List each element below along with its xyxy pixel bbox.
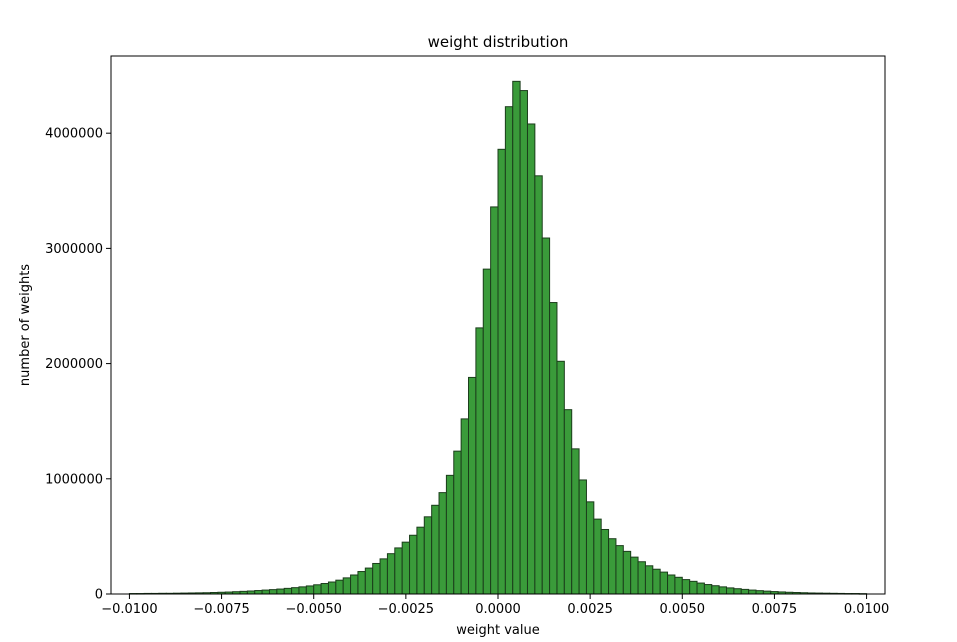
histogram-bar — [423, 516, 433, 595]
x-tick-label: −0.0100 — [101, 602, 157, 617]
chart-title: weight distribution — [428, 33, 569, 51]
histogram-bar — [438, 492, 447, 595]
histogram-bar — [379, 558, 388, 595]
histogram-bar — [268, 589, 278, 595]
x-axis-label: weight value — [456, 623, 539, 638]
histogram-bar — [394, 547, 403, 595]
x-tick-label: −0.0050 — [286, 602, 342, 617]
histogram-bar — [357, 571, 366, 595]
histogram-bar — [615, 545, 624, 595]
histogram-bar — [703, 584, 713, 595]
histogram-bar — [608, 538, 617, 595]
histogram-bar — [497, 148, 506, 595]
histogram-bar — [254, 590, 263, 595]
histogram-bar — [386, 553, 396, 595]
x-tick-label: 0.0000 — [475, 602, 521, 617]
histogram-bar — [512, 80, 521, 595]
histogram-bar — [460, 418, 470, 595]
y-tick-label: 2000000 — [45, 357, 103, 372]
histogram-bar — [364, 567, 374, 595]
histogram-bar — [445, 474, 455, 595]
y-tick-label: 3000000 — [45, 242, 103, 257]
histogram-bar — [283, 587, 293, 595]
histogram-bar — [409, 534, 418, 595]
histogram-bar — [659, 571, 669, 595]
histogram-bar — [313, 584, 322, 595]
histogram-bar — [622, 550, 632, 595]
x-tick-label: −0.0025 — [378, 602, 434, 617]
histogram-bar — [519, 90, 528, 595]
x-tick-label: −0.0075 — [193, 602, 249, 617]
histogram-bar — [563, 409, 573, 595]
histogram-bar — [600, 528, 610, 595]
histogram-bar — [276, 588, 285, 595]
histogram-bar — [504, 106, 514, 595]
histogram-bar — [726, 587, 735, 595]
histogram-bar — [320, 583, 329, 595]
histogram-bar — [578, 479, 587, 595]
x-tick-label: 0.0050 — [660, 602, 706, 617]
histogram-bar — [689, 580, 698, 595]
histogram-bar — [585, 501, 595, 595]
histogram-bar — [482, 268, 492, 595]
histogram-bar — [490, 206, 499, 595]
x-tick-label: 0.0025 — [567, 602, 613, 617]
histogram-bar — [681, 579, 691, 595]
histogram-bar — [696, 582, 705, 595]
histogram-bar — [541, 237, 551, 595]
histogram-bar — [475, 327, 484, 595]
histogram-bar — [401, 541, 411, 595]
histogram-bar — [526, 123, 536, 595]
histogram-bar — [468, 376, 477, 595]
histogram-bar — [534, 175, 543, 595]
histogram-bar — [431, 504, 440, 595]
histogram-bar — [674, 576, 683, 595]
histogram-bar — [652, 568, 661, 595]
histogram-bar — [733, 588, 742, 595]
histogram-bar — [571, 448, 580, 595]
histogram-bar — [298, 586, 307, 595]
histogram-bar — [327, 581, 337, 595]
histogram-bar — [667, 574, 676, 595]
histogram-bar — [718, 586, 728, 595]
x-tick-label: 0.0100 — [844, 602, 890, 617]
histogram-bar — [342, 577, 352, 595]
histogram-bar — [748, 589, 757, 595]
histogram-bar — [335, 579, 344, 595]
histogram-bar — [755, 590, 764, 595]
histogram-bar — [549, 302, 558, 595]
histogram-bar — [644, 565, 654, 595]
histogram-bar — [350, 574, 359, 595]
y-tick-label: 1000000 — [45, 472, 103, 487]
y-tick-label: 4000000 — [45, 127, 103, 142]
histogram-bar — [291, 587, 300, 595]
histogram-bar — [630, 556, 639, 595]
histogram-bar — [305, 585, 315, 595]
y-tick-label: 0 — [95, 588, 103, 603]
y-axis-label: number of weights — [18, 264, 33, 386]
histogram-bar — [711, 585, 720, 595]
histogram-bar — [416, 526, 425, 595]
histogram-bar — [593, 518, 602, 595]
histogram-bar — [261, 589, 270, 595]
histogram-bar — [637, 561, 646, 595]
histogram-bar — [372, 562, 381, 595]
x-axis-ticks: −0.0100 −0.0075 −0.0050 −0.0025 0.0000 0.0025… — [101, 594, 889, 617]
y-axis-ticks: 0 1000000 2000000 3000000 4000000 — [45, 127, 111, 603]
histogram-bar — [556, 360, 565, 595]
histogram-bar — [453, 450, 462, 595]
x-tick-label: 0.0075 — [752, 602, 798, 617]
histogram-bar — [740, 588, 750, 595]
